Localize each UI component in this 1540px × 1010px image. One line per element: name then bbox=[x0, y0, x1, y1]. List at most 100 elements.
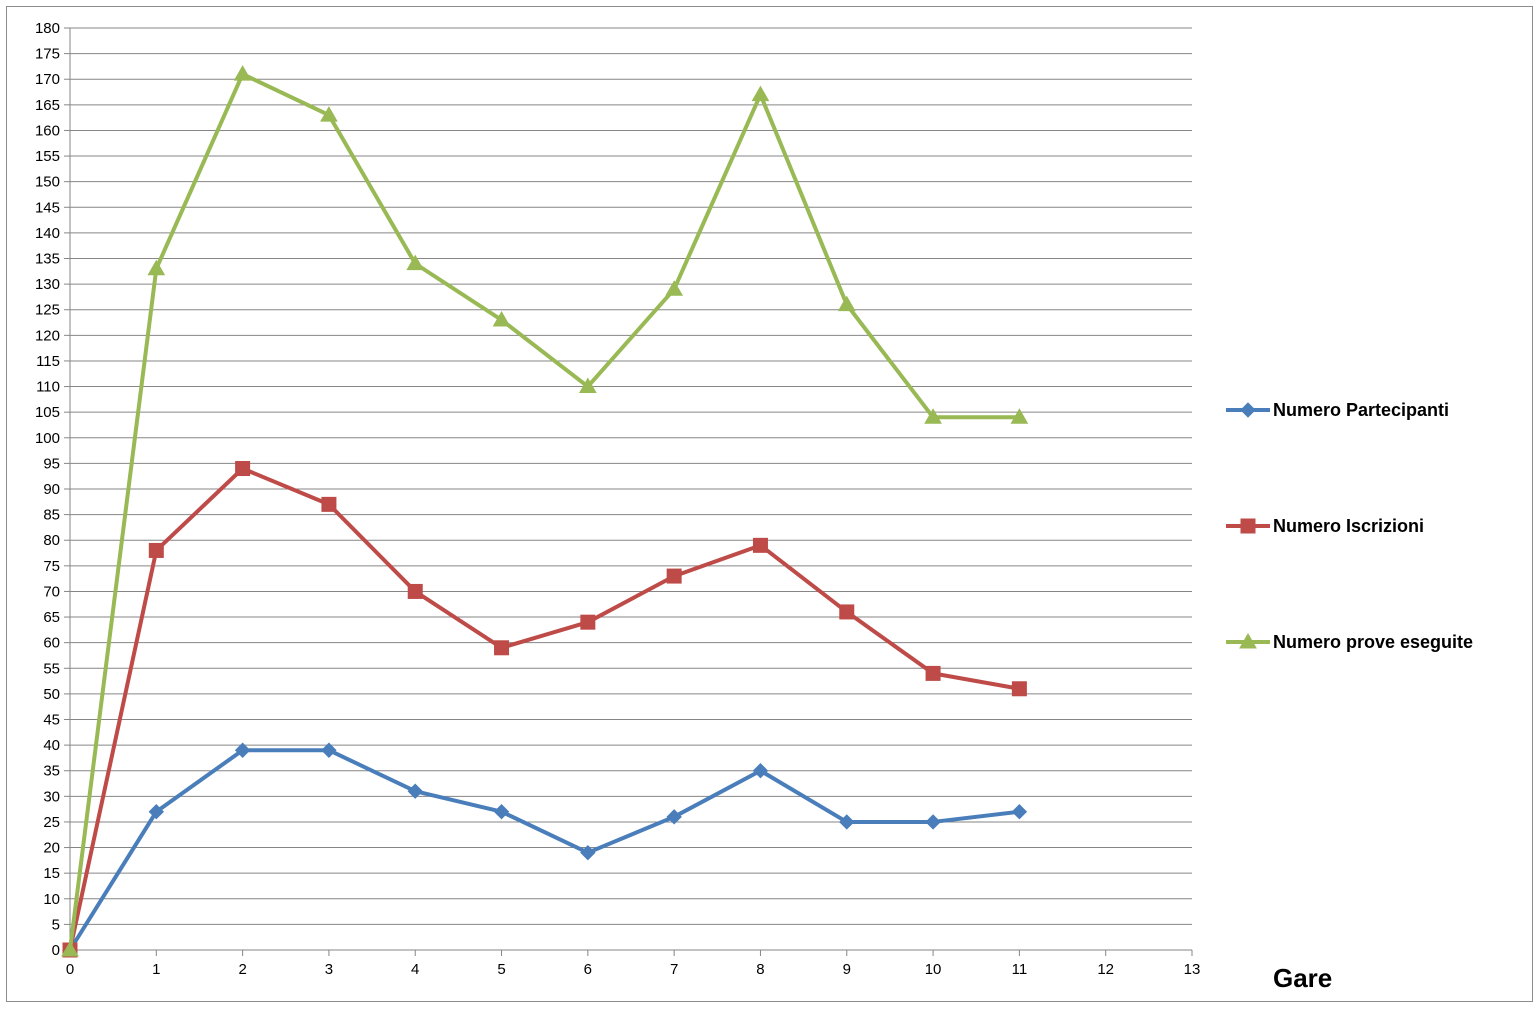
data-point bbox=[578, 377, 597, 394]
data-point bbox=[924, 408, 942, 424]
legend-marker bbox=[1240, 402, 1256, 418]
series-3 bbox=[61, 65, 1029, 957]
legend-item: Numero Partecipanti bbox=[1226, 400, 1449, 420]
y-tick-label: 95 bbox=[43, 455, 60, 472]
x-tick-label: 9 bbox=[843, 961, 851, 978]
y-tick-label: 65 bbox=[43, 609, 60, 626]
x-tick-label: 1 bbox=[152, 961, 160, 978]
y-tick-label: 50 bbox=[43, 686, 60, 703]
y-tick-label: 35 bbox=[43, 763, 60, 780]
x-tick-label: 10 bbox=[925, 961, 942, 978]
y-tick-label: 0 bbox=[52, 942, 60, 959]
data-point bbox=[61, 940, 79, 957]
data-point bbox=[925, 814, 941, 830]
y-tick-label: 145 bbox=[35, 199, 60, 216]
legend-item: Numero prove eseguite bbox=[1226, 632, 1473, 652]
y-tick-label: 120 bbox=[35, 327, 60, 344]
x-tick-label: 2 bbox=[238, 961, 246, 978]
x-tick-label: 7 bbox=[670, 961, 678, 978]
data-point bbox=[751, 85, 770, 102]
data-point bbox=[148, 803, 165, 820]
data-point bbox=[666, 809, 682, 825]
y-tick-label: 45 bbox=[43, 712, 60, 729]
y-tick-label: 5 bbox=[52, 916, 60, 933]
y-tick-label: 25 bbox=[43, 814, 60, 831]
data-point bbox=[1011, 681, 1027, 697]
data-point bbox=[147, 259, 166, 276]
series-group bbox=[61, 65, 1029, 958]
x-tick-label: 3 bbox=[325, 961, 333, 978]
data-point bbox=[837, 295, 856, 312]
data-point bbox=[492, 310, 511, 327]
x-tick-label: 12 bbox=[1097, 961, 1114, 978]
x-tick-label: 4 bbox=[411, 961, 419, 978]
y-tick-label: 80 bbox=[43, 532, 60, 549]
data-point bbox=[407, 783, 423, 799]
y-tick-label: 135 bbox=[35, 251, 60, 268]
y-tick-label: 175 bbox=[35, 46, 60, 63]
series-line bbox=[68, 748, 1022, 952]
data-point bbox=[321, 496, 337, 512]
y-tick-label: 40 bbox=[43, 737, 60, 754]
y-tick-label: 30 bbox=[43, 788, 60, 805]
data-point bbox=[1011, 803, 1028, 820]
legend-label: Numero prove eseguite bbox=[1273, 632, 1473, 652]
y-tick-label: 115 bbox=[36, 353, 60, 370]
data-point bbox=[752, 763, 769, 779]
x-tick-label: 5 bbox=[497, 961, 505, 978]
data-point bbox=[1010, 408, 1029, 424]
chart-frame bbox=[6, 6, 1533, 1002]
x-axis-label: Gare bbox=[1273, 963, 1332, 993]
series-1 bbox=[62, 742, 1028, 958]
y-tick-label: 180 bbox=[35, 20, 60, 37]
data-point bbox=[407, 583, 423, 599]
x-tick-label: 0 bbox=[66, 961, 74, 978]
data-point bbox=[494, 640, 510, 656]
legend-item: Numero Iscrizioni bbox=[1226, 516, 1424, 536]
data-point bbox=[148, 542, 164, 558]
data-point bbox=[665, 280, 684, 296]
y-tick-label: 165 bbox=[35, 97, 60, 114]
data-point bbox=[839, 604, 855, 620]
gridlines bbox=[70, 27, 1192, 925]
series-line bbox=[68, 72, 1022, 952]
data-point bbox=[580, 614, 596, 630]
data-point bbox=[666, 568, 682, 584]
y-tick-label: 155 bbox=[35, 148, 60, 165]
legend-marker bbox=[1240, 518, 1256, 534]
data-point bbox=[839, 814, 855, 830]
x-tick-label: 11 bbox=[1012, 961, 1028, 978]
y-tick-label: 170 bbox=[35, 71, 60, 88]
axes bbox=[64, 27, 1193, 956]
y-tick-label: 70 bbox=[43, 583, 60, 600]
data-point bbox=[235, 461, 251, 477]
y-tick-label: 10 bbox=[43, 891, 60, 908]
data-point bbox=[406, 254, 425, 271]
y-tick-label: 85 bbox=[43, 507, 60, 524]
y-tick-label: 15 bbox=[43, 865, 60, 882]
y-tick-label: 160 bbox=[35, 122, 60, 139]
y-tick-label: 125 bbox=[35, 302, 60, 319]
y-tick-label: 100 bbox=[35, 430, 60, 447]
legend-marker bbox=[1239, 632, 1257, 649]
y-tick-label: 60 bbox=[43, 635, 60, 652]
y-axis-ticks: 0 5 10 15 20 25 30 35 40 45 50 55 60 65 70 75 80 85 90 95 10… bbox=[35, 20, 60, 959]
legend: Numero Partecipanti Numero Iscrizioni Nume… bbox=[1226, 400, 1473, 652]
x-tick-label: 13 bbox=[1184, 961, 1201, 978]
series-line bbox=[68, 466, 1022, 952]
legend-label: Numero Partecipanti bbox=[1273, 400, 1449, 420]
y-tick-label: 150 bbox=[35, 174, 60, 191]
series-2 bbox=[62, 461, 1027, 958]
y-tick-label: 20 bbox=[43, 840, 60, 857]
y-tick-label: 75 bbox=[43, 558, 60, 575]
data-point bbox=[321, 742, 337, 758]
y-tick-label: 55 bbox=[43, 660, 60, 677]
y-tick-label: 140 bbox=[35, 225, 60, 242]
data-point bbox=[752, 537, 768, 553]
data-point bbox=[580, 844, 596, 861]
data-point bbox=[320, 106, 338, 122]
x-axis-ticks: 0 1 2 3 4 5 6 7 8 9 10 11 12 13 bbox=[66, 961, 1201, 978]
data-point bbox=[234, 742, 251, 758]
legend-label: Numero Iscrizioni bbox=[1273, 516, 1424, 536]
